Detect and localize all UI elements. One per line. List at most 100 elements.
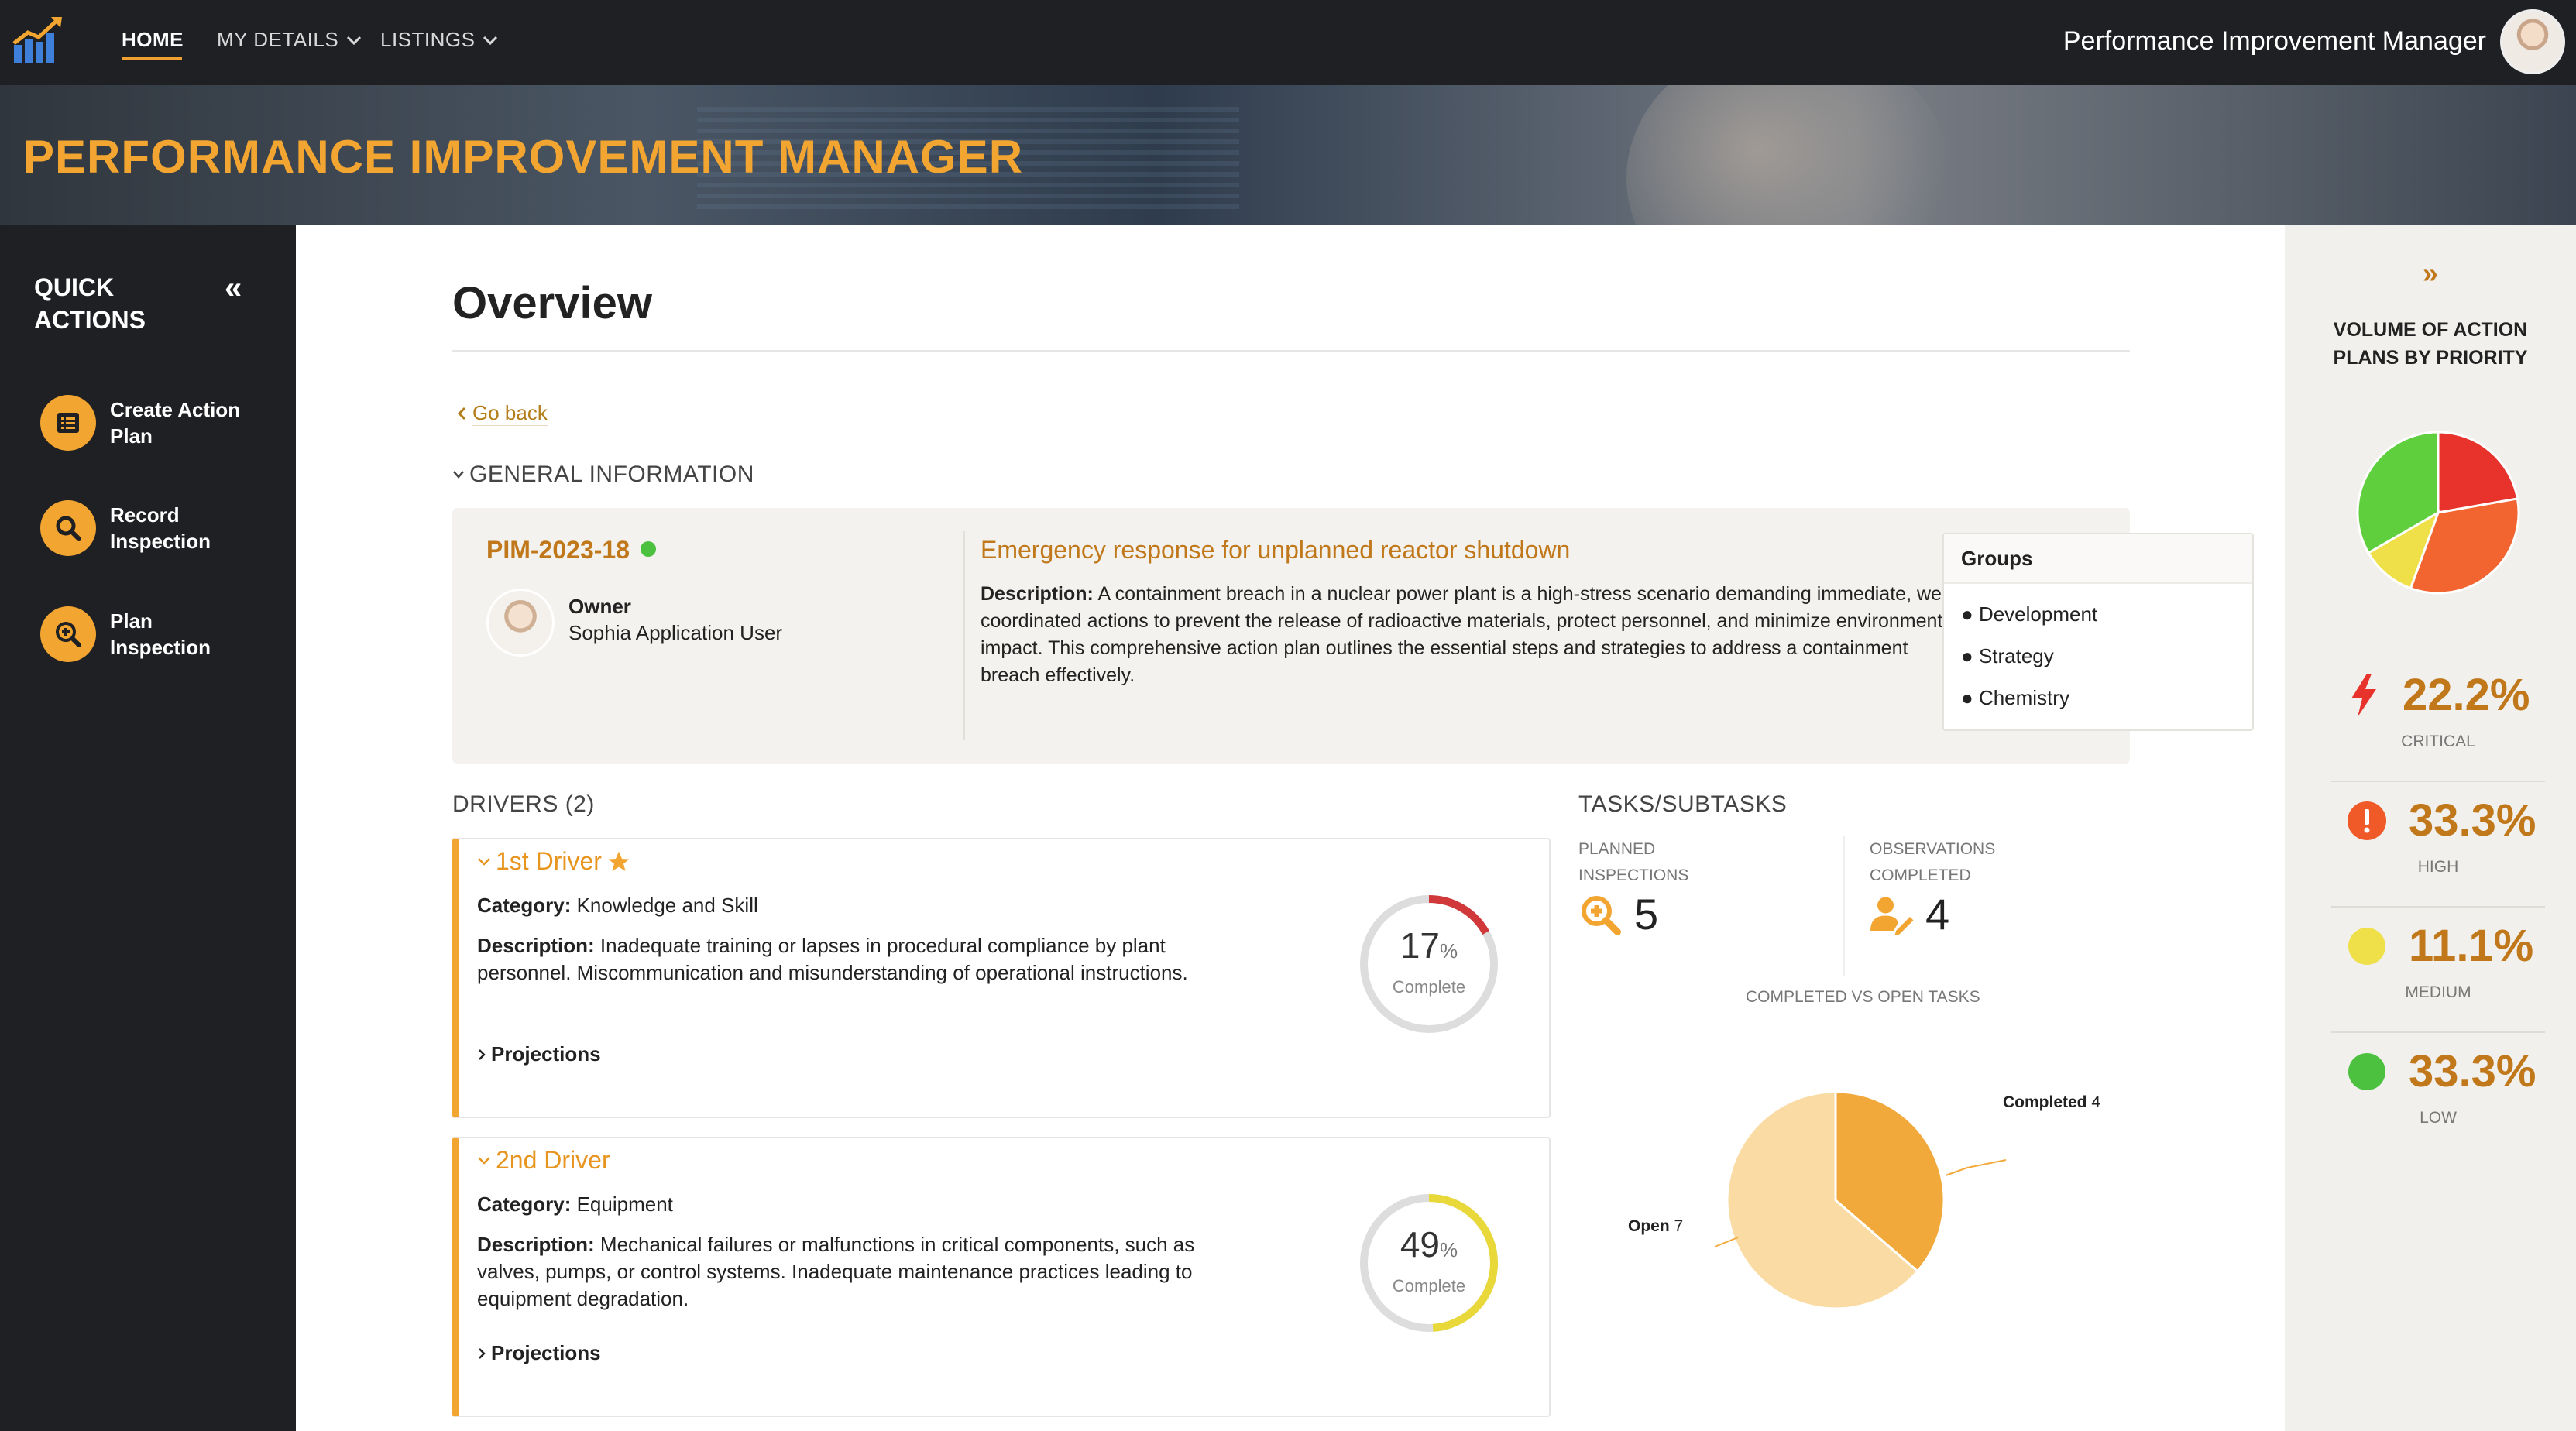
nav-home-underline	[122, 57, 182, 60]
hero-banner: PERFORMANCE IMPROVEMENT MANAGER	[0, 85, 2576, 225]
priority-value: 11.1%	[2409, 921, 2534, 971]
chevron-right-icon	[479, 1347, 486, 1359]
zoom-in-icon	[40, 606, 96, 662]
star-icon	[608, 851, 630, 871]
main-content: Overview Go back GENERAL INFORMATION PIM…	[296, 225, 2285, 1431]
general-info-toggle[interactable]: GENERAL INFORMATION	[452, 462, 754, 488]
chevron-down-icon	[483, 36, 498, 45]
banner-title: PERFORMANCE IMPROVEMENT MANAGER	[23, 131, 1024, 183]
go-back-label: Go back	[472, 401, 548, 426]
owner-label: Owner	[568, 595, 631, 618]
create-action-plan-label: Create Action Plan	[110, 398, 241, 448]
tasks-pie-caption: COMPLETED VS OPEN TASKS	[1746, 988, 1980, 1006]
driver-name: 1st Driver	[496, 847, 602, 875]
priority-label: MEDIUM	[2405, 983, 2471, 1001]
driver-toggle[interactable]: 1st Driver	[477, 847, 631, 876]
projections-toggle[interactable]: Projections	[477, 1341, 601, 1365]
planned-inspections-stat: 5	[1577, 889, 1658, 939]
driver-description: Description: Mechanical failures or malf…	[477, 1233, 1195, 1310]
chevron-right-icon	[479, 1048, 486, 1060]
user-edit-icon	[1870, 897, 1914, 935]
double-chevron-left-icon[interactable]: «	[225, 271, 242, 305]
chevron-left-icon	[457, 407, 466, 420]
leader-line-completed	[1945, 1159, 2007, 1176]
general-info-header: GENERAL INFORMATION	[469, 462, 754, 487]
driver-toggle[interactable]: 2nd Driver	[477, 1146, 610, 1175]
priority-value: 33.3%	[2409, 1046, 2537, 1096]
groups-header: Groups	[1944, 534, 2252, 584]
nav-listings[interactable]: LISTINGS	[380, 28, 498, 52]
gauge-progress-arc	[1360, 1194, 1498, 1332]
top-nav: HOME MY DETAILS LISTINGS Performance Imp…	[0, 0, 2576, 85]
observations-completed-label: OBSERVATIONS COMPLETED	[1870, 840, 1996, 884]
group-item: ● Chemistry	[1961, 686, 2069, 709]
groups-box: Groups ● Development ● Strategy ● Chemis…	[1942, 533, 2254, 731]
general-info-card: PIM-2023-18 Owner Sophia Application Use…	[452, 508, 2254, 764]
pie-slice-low	[2356, 431, 2440, 555]
lightning-icon	[2351, 673, 2376, 717]
completion-gauge: 17% Complete	[1355, 891, 1503, 1038]
user-role-title: Performance Improvement Manager	[2063, 26, 2486, 56]
plan-id: PIM-2023-18	[486, 536, 656, 565]
logo-icon[interactable]	[11, 14, 65, 68]
observations-completed-stat: 4	[1868, 889, 1949, 939]
driver-description: Description: Inadequate training or laps…	[477, 934, 1188, 984]
group-item: ● Development	[1961, 602, 2098, 626]
priority-high: 33.3% HIGH	[2331, 784, 2545, 908]
green-circle-icon	[2348, 1052, 2385, 1090]
info-divider	[963, 531, 965, 740]
double-chevron-right-icon[interactable]: »	[2422, 257, 2439, 289]
priority-medium: 11.1% MEDIUM	[2331, 909, 2545, 1033]
driver-card: 1st Driver Category: Knowledge and Skill…	[452, 838, 1551, 1118]
pie-slice-completed	[1834, 1090, 1946, 1273]
priority-pie-chart	[2356, 431, 2520, 595]
completion-gauge: 49% Complete	[1355, 1189, 1503, 1337]
zoom-in-icon	[1582, 895, 1621, 935]
go-back-link[interactable]: Go back	[457, 401, 548, 426]
chevron-down-icon	[453, 471, 464, 479]
title-divider	[452, 350, 2130, 352]
nav-home[interactable]: HOME	[122, 28, 184, 51]
leader-line-open	[1714, 1237, 1739, 1247]
group-item: ● Strategy	[1961, 644, 2054, 667]
driver-category: Category: Equipment	[477, 1192, 673, 1216]
planned-inspections-label: PLANNED INSPECTIONS	[1578, 840, 1689, 884]
priority-low: 33.3% LOW	[2331, 1035, 2545, 1158]
gauge-label: Complete	[1392, 1276, 1466, 1295]
owner-avatar	[486, 589, 555, 657]
priority-label: LOW	[2420, 1109, 2457, 1127]
nav-my-details[interactable]: MY DETAILS	[217, 28, 362, 52]
priority-value: 22.2%	[2403, 670, 2530, 720]
record-inspection-label: Record Inspection	[110, 503, 211, 553]
owner-name: Sophia Application User	[568, 621, 783, 644]
driver-name: 2nd Driver	[496, 1146, 610, 1174]
priority-label: HIGH	[2417, 858, 2459, 876]
gauge-value: 17%	[1400, 925, 1458, 966]
tasks-divider	[1843, 836, 1845, 976]
open-pie-label: Open 7	[1628, 1217, 1684, 1235]
driver-category: Category: Knowledge and Skill	[477, 894, 758, 917]
drivers-header: DRIVERS (2)	[452, 791, 595, 817]
page-title: Overview	[452, 278, 652, 328]
list-icon	[40, 395, 96, 451]
record-inspection-button[interactable]: Record Inspection	[40, 500, 249, 556]
chevron-down-icon	[347, 36, 362, 45]
chevron-down-icon	[478, 857, 490, 866]
plan-title: Emergency response for unplanned reactor…	[981, 536, 1571, 564]
plan-description: Description: A containment breach in a n…	[981, 583, 1958, 686]
priority-panel: » VOLUME OF ACTION PLANS BY PRIORITY 22.2…	[2285, 225, 2576, 1431]
status-dot-icon	[640, 541, 656, 557]
plan-inspection-button[interactable]: Plan Inspection	[40, 606, 249, 662]
priority-panel-title: VOLUME OF ACTION PLANS BY PRIORITY	[2333, 319, 2528, 369]
projections-label: Projections	[491, 1341, 601, 1364]
priority-critical: 22.2% CRITICAL	[2331, 658, 2545, 782]
quick-actions-title: QUICK ACTIONS	[34, 273, 146, 334]
quick-actions-sidebar: QUICK ACTIONS « Create Action Plan Recor…	[0, 225, 296, 1431]
user-avatar[interactable]	[2500, 9, 2565, 74]
search-icon	[40, 500, 96, 556]
observations-completed-value: 4	[1925, 890, 1950, 939]
create-action-plan-button[interactable]: Create Action Plan	[40, 395, 249, 451]
projections-toggle[interactable]: Projections	[477, 1042, 601, 1066]
pie-slice-critical	[2437, 431, 2519, 514]
driver-card: 2nd Driver Category: Equipment Descripti…	[452, 1137, 1551, 1417]
